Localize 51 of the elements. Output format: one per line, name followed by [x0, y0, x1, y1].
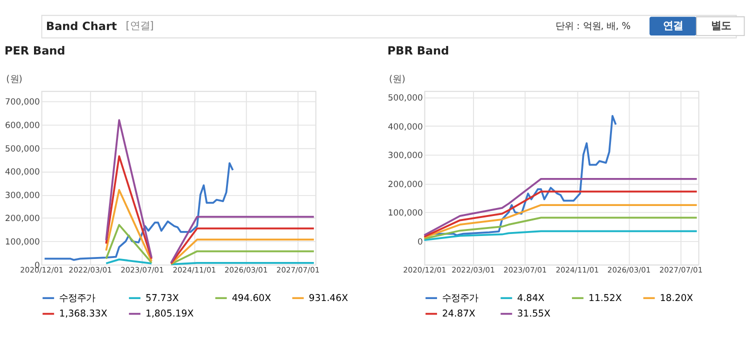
x-tick-label: 2024/11/01	[556, 266, 600, 275]
y-tick-label: 100,000	[388, 208, 423, 218]
text: 연결	[662, 20, 683, 32]
y-tick-label: 500,000	[388, 92, 423, 103]
legend-label: 수정주가	[59, 292, 96, 304]
line-series	[423, 178, 698, 236]
chart-title: PBR Band	[387, 44, 450, 58]
legend-label: 1,805.19X	[145, 308, 194, 320]
legend-label: 수정주가	[442, 292, 478, 304]
y-tick-label: 300,000	[388, 150, 423, 160]
line-series	[423, 204, 698, 238]
legend-label: 57.73X	[145, 292, 180, 304]
text: 단위 : 억원, 배, %	[556, 20, 631, 32]
line-series	[423, 190, 698, 238]
legend-label: 31.55X	[517, 308, 552, 320]
x-tick-label: 2027/07/01	[276, 266, 320, 275]
legend-label: 494.60X	[232, 292, 272, 304]
x-tick-label: 2026/03/01	[607, 266, 651, 275]
y-tick-label: 200,000	[4, 213, 40, 224]
text: Band Chart	[46, 20, 118, 33]
y-tick-label: 300,000	[4, 190, 40, 200]
text: 별도	[710, 20, 731, 32]
y-tick-label: 200,000	[388, 178, 423, 189]
x-tick-label: 2022/03/01	[452, 266, 496, 275]
y-tick-label: 100,000	[4, 236, 40, 247]
x-tick-label: 2023/07/01	[120, 266, 164, 275]
legend-label: 931.46X	[308, 292, 349, 304]
x-tick-label: 2026/03/01	[224, 266, 268, 275]
y-tick-label: 600,000	[4, 120, 40, 130]
x-tick-label: 2022/03/01	[68, 266, 112, 275]
y-tick-label: 400,000	[4, 166, 40, 177]
line-series	[423, 230, 698, 242]
line-series	[423, 216, 698, 240]
y-tick-label: 700,000	[4, 96, 40, 107]
text: [연결]	[126, 20, 154, 32]
legend-label: 1,368.33X	[59, 308, 108, 320]
y-tick-label: 400,000	[388, 121, 423, 132]
chart-title: PER Band	[4, 44, 66, 58]
legend-label: 18.20X	[660, 292, 694, 304]
x-tick-label: 2027/07/01	[659, 266, 703, 275]
y-tick-label: 0	[417, 236, 423, 246]
legend-label: 4.84X	[517, 292, 546, 304]
y-tick-label: 500,000	[4, 143, 40, 154]
legend-label: 24.87X	[442, 308, 476, 320]
y-axis-title: (원)	[6, 74, 22, 85]
x-tick-label: 2020/12/01	[403, 266, 447, 275]
legend-label: 11.52X	[588, 292, 622, 304]
x-tick-label: 2023/07/01	[504, 266, 548, 275]
line-series	[44, 162, 234, 261]
y-axis-title: (원)	[389, 74, 406, 85]
x-tick-label: 2024/11/01	[172, 266, 216, 275]
